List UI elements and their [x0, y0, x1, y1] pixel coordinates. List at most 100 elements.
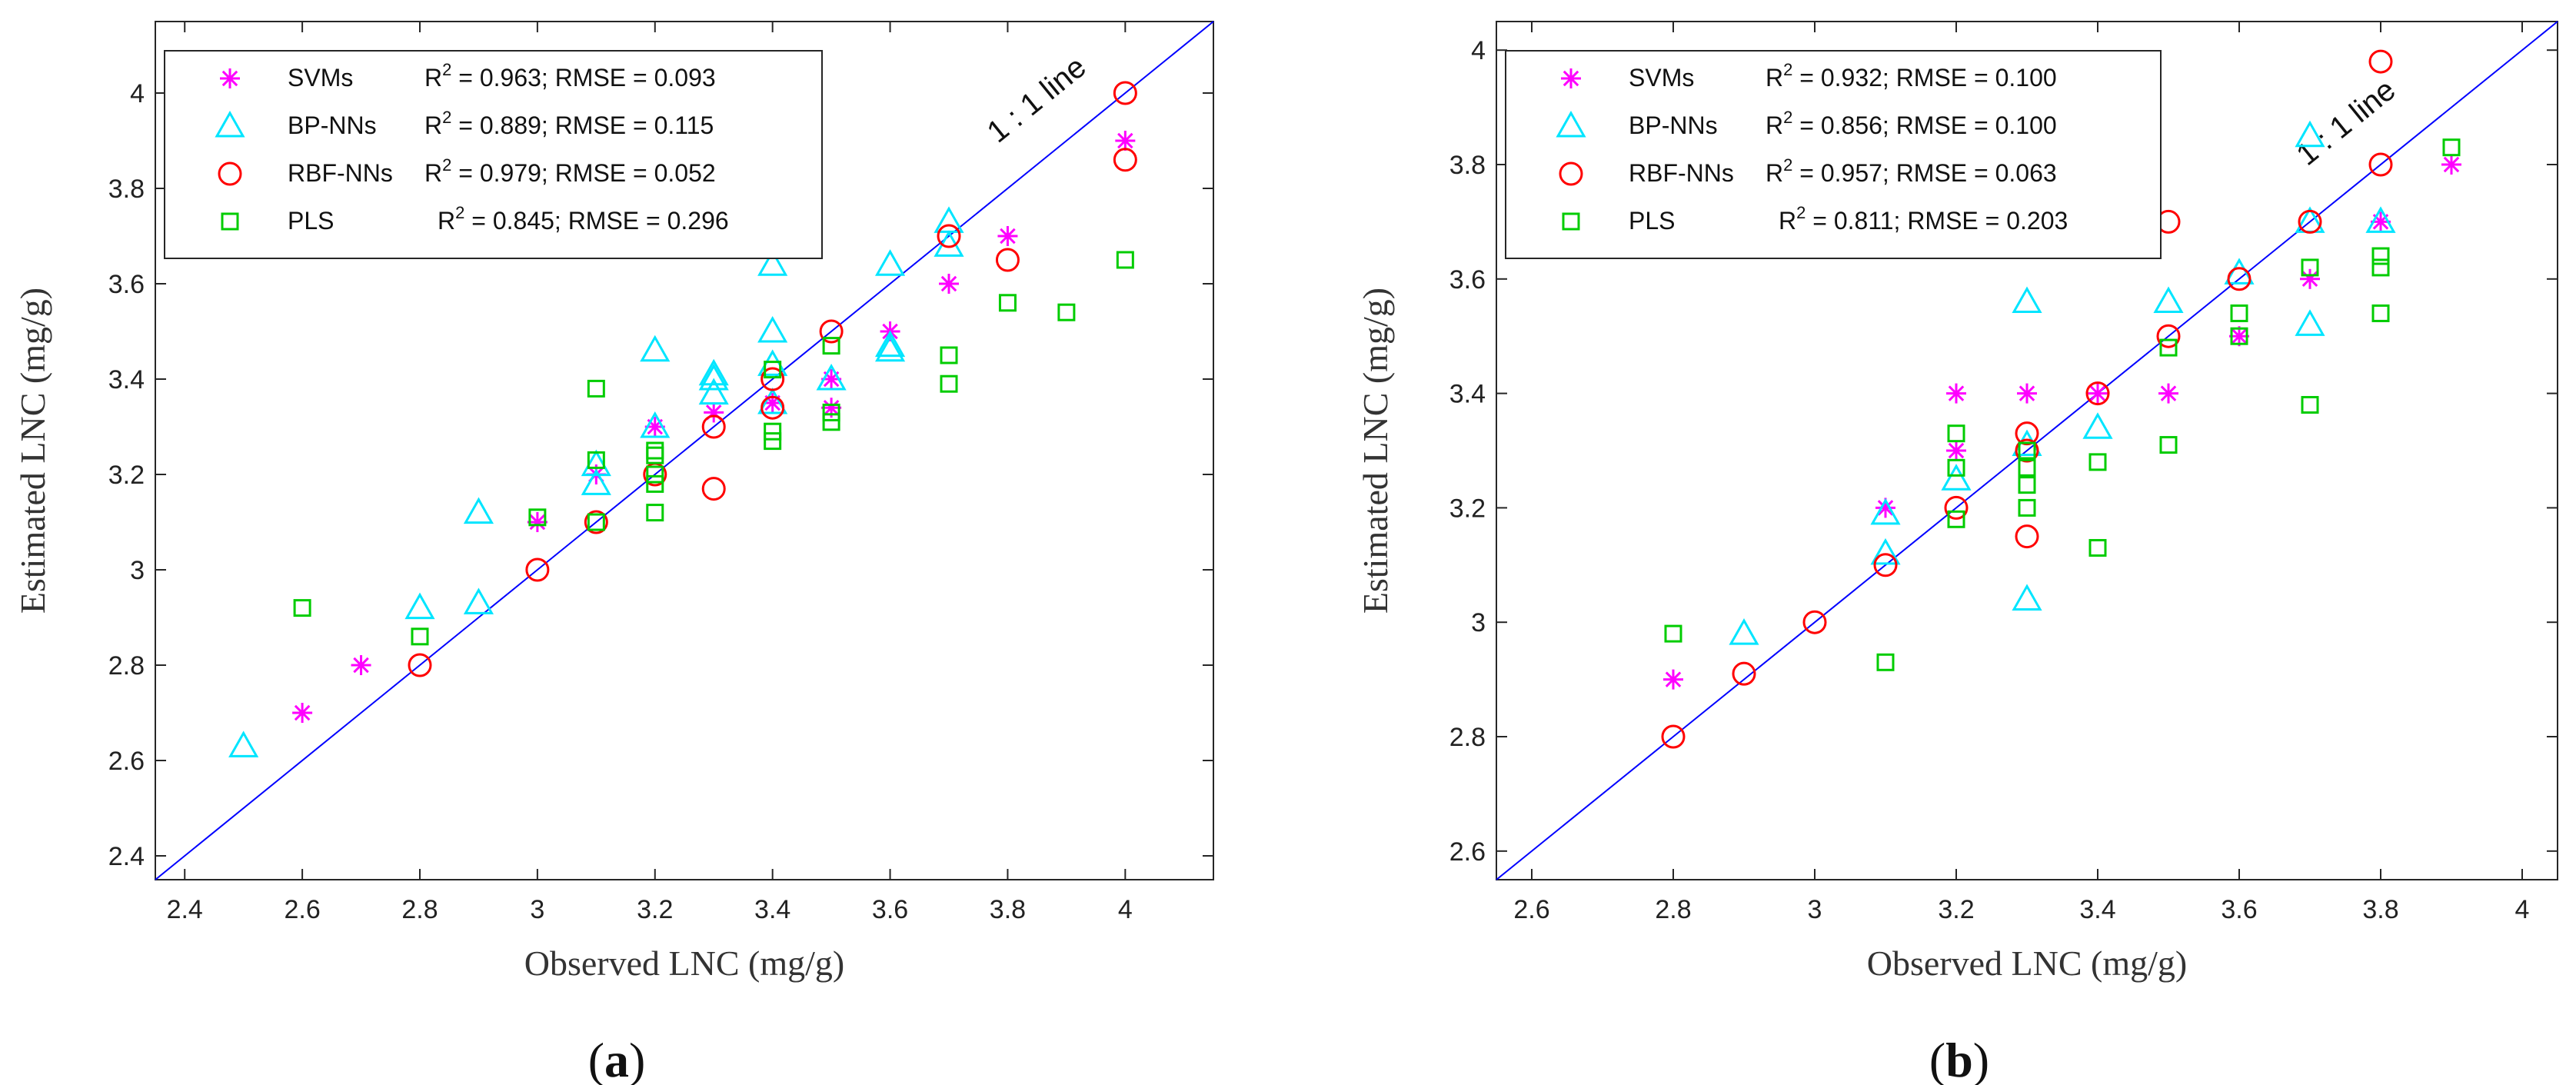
data-point-pls: [587, 451, 605, 469]
data-point-rbf-nns: [525, 557, 550, 582]
data-point-bp-nns: [463, 587, 494, 614]
legend-stats: R2 = 0.889; RMSE = 0.115: [424, 108, 714, 139]
data-point-rbf-nns: [701, 414, 726, 439]
data-point-rbf-nns: [1944, 495, 1969, 520]
panel-caption: (b): [1929, 1033, 1989, 1085]
data-point-rbf-nns: [819, 319, 844, 344]
data-point-pls: [822, 413, 840, 431]
data-point-pls: [1947, 424, 1965, 443]
x-tick-label: 2.4: [167, 895, 203, 924]
data-point-pls: [293, 599, 311, 617]
panel-a: 2.4 2.6 2.8 3 3.2 3.4 3.6 3.8 4 2.4 2.6 2.8 3 3.2 3.4 3…: [13, 21, 1214, 1085]
data-point-pls: [2371, 304, 2390, 322]
data-point-bp-nns: [228, 731, 259, 757]
data-point-svms: [2441, 155, 2461, 175]
data-point-bp-nns: [816, 363, 847, 391]
data-point-rbf-nns: [760, 395, 785, 420]
data-point-pls: [2088, 538, 2107, 557]
x-tick-label: 2.6: [1513, 895, 1549, 924]
data-point-bp-nns: [2365, 206, 2396, 233]
x-tick-label: 3.8: [990, 895, 1026, 924]
data-point-bp-nns: [2082, 412, 2113, 439]
data-point-svms: [1115, 131, 1136, 151]
data-point-pls: [2371, 258, 2390, 277]
data-point-pls: [587, 379, 605, 398]
data-point-bp-nns: [698, 358, 729, 386]
data-point-bp-nns: [404, 592, 435, 620]
data-point-pls: [1116, 251, 1134, 269]
data-point-rbf-nns: [2015, 524, 2039, 549]
data-point-pls: [764, 422, 782, 441]
data-point-pls: [411, 627, 429, 646]
y-axis-label: Estimated LNC (mg/g): [1356, 288, 1395, 614]
data-point-svms: [939, 274, 959, 294]
x-axis-label: Observed LNC (mg/g): [1867, 944, 2187, 983]
legend-stats: R2 = 0.957; RMSE = 0.063: [1766, 155, 2057, 187]
x-axis-label: Observed LNC (mg/g): [524, 944, 844, 983]
data-point-pls: [587, 513, 605, 531]
data-point-pls: [2159, 338, 2178, 357]
data-point-bp-nns: [757, 387, 788, 414]
legend-marker-pls: [1562, 212, 1580, 231]
data-point-rbf-nns: [2298, 209, 2322, 234]
x-tick-label: 2.8: [401, 895, 438, 924]
y-tick-label: 2.4: [108, 842, 145, 871]
y-tick-label: 3.4: [108, 365, 145, 394]
legend-marker-rbf-nns: [1559, 161, 1583, 186]
x-tick-label: 3: [530, 895, 544, 924]
data-point-pls: [2088, 453, 2107, 471]
data-point-pls: [646, 504, 664, 522]
data-point-bp-nns: [2295, 309, 2325, 336]
x-tick-label: 4: [1118, 895, 1133, 924]
data-point-bp-nns: [640, 334, 671, 362]
data-point-bp-nns: [698, 363, 729, 391]
legend-series-name: PLS: [1629, 207, 1675, 235]
data-point-svms: [292, 703, 313, 723]
legend-series-name: PLS: [288, 207, 334, 235]
data-point-svms: [2158, 383, 2178, 404]
data-point-pls: [2018, 458, 2036, 477]
y-tick-label: 2.6: [108, 747, 145, 776]
data-point-rbf-nns: [995, 248, 1020, 272]
y-tick-label: 3: [1471, 608, 1486, 637]
panel-b: 2.6 2.8 3 3.2 3.4 3.6 3.8 4 2.6 2.8 3 3.2 3.4 3.6 3.8 4…: [1356, 21, 2558, 1085]
legend-series-name: SVMs: [288, 64, 353, 92]
data-point-rbf-nns: [760, 367, 785, 391]
data-point-svms: [351, 655, 371, 675]
data-point-rbf-nns: [1802, 610, 1827, 634]
data-point-rbf-nns: [701, 477, 726, 501]
legend-marker-svms: [220, 68, 240, 88]
data-point-pls: [2301, 395, 2319, 414]
x-tick-label: 4: [2515, 895, 2530, 924]
data-point-rbf-nns: [2085, 381, 2110, 406]
legend-marker-rbf-nns: [218, 161, 242, 186]
data-point-pls: [764, 432, 782, 451]
data-point-pls: [2442, 138, 2461, 157]
data-point-pls: [822, 403, 840, 421]
legend: [164, 50, 823, 259]
y-tick-label: 4: [1471, 36, 1486, 65]
data-point-rbf-nns: [2156, 324, 2181, 348]
data-point-pls: [2018, 441, 2036, 460]
data-point-bp-nns: [581, 468, 611, 495]
data-point-bp-nns: [1870, 498, 1901, 525]
data-point-bp-nns: [2295, 120, 2325, 148]
data-point-bp-nns: [640, 411, 671, 438]
data-point-bp-nns: [1870, 538, 1901, 565]
data-point-pls: [2301, 258, 2319, 277]
data-point-bp-nns: [1729, 618, 1759, 645]
data-point-svms: [2088, 383, 2108, 404]
data-point-svms: [1946, 441, 1966, 461]
legend-marker-pls: [221, 212, 239, 231]
y-tick-label: 3.8: [108, 175, 145, 204]
data-point-pls: [2018, 498, 2036, 517]
data-point-pls: [940, 374, 958, 393]
legend-stats: R2 = 0.963; RMSE = 0.093: [424, 60, 716, 92]
data-point-pls: [2230, 304, 2248, 322]
legend-stats: R2 = 0.811; RMSE = 0.203: [1779, 203, 2068, 235]
y-axis-label: Estimated LNC (mg/g): [13, 288, 52, 614]
data-point-pls: [646, 446, 664, 464]
data-point-pls: [528, 508, 547, 527]
data-point-pls: [764, 361, 782, 379]
